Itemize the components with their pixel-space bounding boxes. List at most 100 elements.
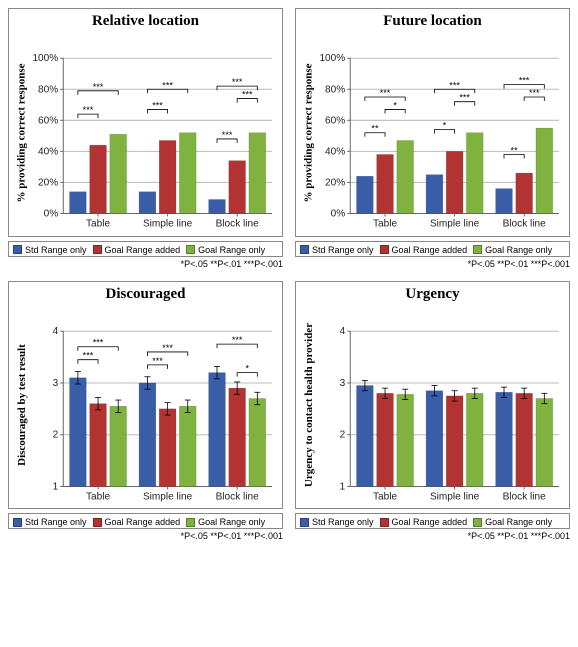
svg-text:***: *** [162,343,173,353]
svg-text:1: 1 [340,481,346,492]
svg-text:***: *** [519,76,530,86]
svg-text:Block line: Block line [216,219,260,230]
svg-text:4: 4 [340,326,346,337]
legend: Std Range only Goal Range added Goal Ran… [295,241,570,257]
svg-text:Table: Table [373,219,397,230]
y-axis-label: % providing correct response [16,63,28,202]
svg-text:***: *** [459,93,470,103]
legend-label: Goal Range only [198,517,265,527]
legend-label: Goal Range added [392,517,468,527]
svg-text:*: * [245,363,249,373]
legend-swatch [300,518,309,527]
legend-item: Goal Range only [473,517,552,527]
plot-area: 0%20%40%60%80%100%TableSimple lineBlock … [318,32,565,234]
legend: Std Range only Goal Range added Goal Ran… [8,513,283,529]
svg-text:2: 2 [340,429,346,440]
svg-text:***: *** [232,77,243,87]
chart-box: Discouraged Discouraged by test result 1… [8,281,283,510]
panel-discouraged: Discouraged Discouraged by test result 1… [8,281,283,542]
svg-text:Simple line: Simple line [430,219,480,230]
legend-item: Goal Range added [380,517,468,527]
legend-label: Goal Range only [485,517,552,527]
svg-text:60%: 60% [325,115,345,126]
svg-text:40%: 40% [325,146,345,157]
chart-box: Urgency Urgency to contact health provid… [295,281,570,510]
svg-text:**: ** [371,124,379,134]
legend-label: Goal Range added [105,245,181,255]
svg-text:**: ** [511,145,519,155]
legend-swatch [186,245,195,254]
svg-text:***: *** [449,80,460,90]
significance-note: *P<.05 **P<.01 ***P<.001 [8,531,283,541]
plot-area: 1234TableSimple lineBlock line [318,305,565,507]
legend-swatch [380,245,389,254]
svg-text:0%: 0% [331,208,346,219]
legend-item: Goal Range only [186,517,265,527]
svg-text:3: 3 [340,378,346,389]
svg-text:***: *** [83,350,94,360]
svg-text:Table: Table [373,491,397,502]
panel-future-location: Future location % providing correct resp… [295,8,570,269]
svg-text:***: *** [152,100,163,110]
svg-text:***: *** [162,80,173,90]
chart-title: Discouraged [13,286,278,303]
legend-label: Std Range only [25,517,87,527]
svg-text:Table: Table [86,219,110,230]
legend-swatch [13,518,22,527]
svg-text:***: *** [83,105,94,115]
svg-text:***: *** [152,355,163,365]
svg-text:***: *** [222,130,233,140]
svg-text:3: 3 [53,378,59,389]
legend-label: Goal Range added [392,245,468,255]
chart-box: Future location % providing correct resp… [295,8,570,237]
legend-swatch [93,518,102,527]
panel-urgency: Urgency Urgency to contact health provid… [295,281,570,542]
svg-text:100%: 100% [319,53,345,64]
legend-label: Goal Range only [198,245,265,255]
svg-text:Block line: Block line [216,491,260,502]
svg-text:***: *** [232,335,243,345]
y-axis-label: Urgency to contact health provider [303,323,315,487]
svg-text:0%: 0% [44,208,59,219]
legend-item: Std Range only [300,245,374,255]
svg-text:60%: 60% [38,115,58,126]
legend-swatch [300,245,309,254]
legend-item: Goal Range added [380,245,468,255]
legend-item: Goal Range added [93,517,181,527]
significance-note: *P<.05 **P<.01 ***P<.001 [8,259,283,269]
significance-note: *P<.05 **P<.01 ***P<.001 [295,531,570,541]
significance-note: *P<.05 **P<.01 ***P<.001 [295,259,570,269]
legend-item: Std Range only [13,245,87,255]
legend-label: Goal Range added [105,517,181,527]
svg-text:Block line: Block line [503,491,547,502]
svg-text:100%: 100% [32,53,58,64]
legend-swatch [13,245,22,254]
svg-text:80%: 80% [325,84,345,95]
legend-swatch [473,518,482,527]
svg-text:***: *** [380,88,391,98]
svg-text:***: *** [242,90,253,100]
svg-text:***: *** [93,337,104,347]
y-axis-label: Discouraged by test result [16,345,28,467]
svg-text:Table: Table [86,491,110,502]
svg-text:1: 1 [53,481,59,492]
chart-grid: Relative location % providing correct re… [8,8,570,541]
svg-text:20%: 20% [38,177,58,188]
legend-swatch [380,518,389,527]
plot-area: 1234TableSimple lineBlock line**********… [31,305,278,507]
legend-label: Goal Range only [485,245,552,255]
legend-item: Std Range only [13,517,87,527]
chart-title: Relative location [13,13,278,30]
legend-item: Std Range only [300,517,374,527]
legend-label: Std Range only [25,245,87,255]
svg-text:***: *** [93,82,104,92]
plot-area: 0%20%40%60%80%100%TableSimple lineBlock … [31,32,278,234]
svg-text:40%: 40% [38,146,58,157]
svg-text:2: 2 [53,429,59,440]
legend-item: Goal Range only [473,245,552,255]
svg-text:20%: 20% [325,177,345,188]
y-axis-label: % providing correct response [303,63,315,202]
svg-text:Simple line: Simple line [143,491,193,502]
legend-label: Std Range only [312,517,374,527]
legend: Std Range only Goal Range added Goal Ran… [8,241,283,257]
